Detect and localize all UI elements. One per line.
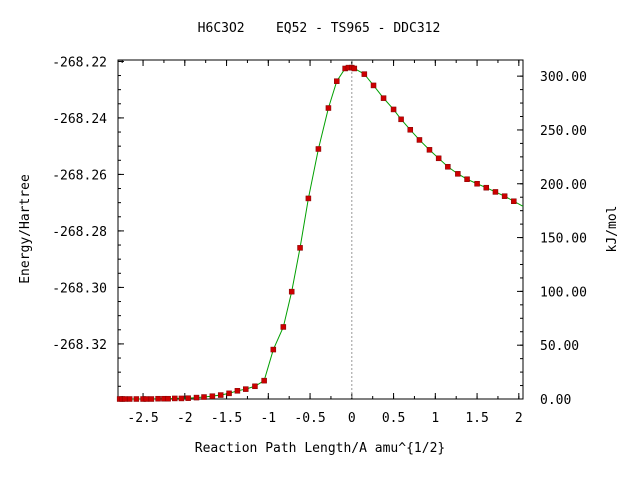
data-point bbox=[193, 394, 200, 401]
data-point bbox=[501, 193, 508, 199]
data-point bbox=[172, 395, 178, 402]
energy-curve-line bbox=[119, 67, 524, 400]
data-point bbox=[201, 394, 207, 400]
data-point bbox=[270, 346, 277, 353]
y2-tick-label: 250.00 bbox=[540, 124, 587, 139]
y2-tick-label: 0.00 bbox=[540, 393, 571, 408]
data-point bbox=[126, 396, 133, 402]
data-point bbox=[325, 105, 332, 111]
plot-area bbox=[117, 59, 524, 400]
data-point bbox=[133, 396, 140, 402]
y-tick-label: -268.30 bbox=[52, 281, 107, 296]
data-point bbox=[148, 396, 155, 402]
data-points bbox=[116, 64, 517, 402]
y-tick-label: -268.22 bbox=[52, 55, 107, 70]
x-tick-label: -1.5 bbox=[211, 411, 242, 426]
data-point bbox=[492, 189, 499, 195]
data-point bbox=[288, 288, 295, 295]
data-point bbox=[407, 127, 414, 133]
data-point bbox=[261, 377, 267, 384]
data-point bbox=[143, 396, 150, 402]
chart-title: H6C3O2 EQ52 - TS965 - DDC312 bbox=[198, 21, 441, 36]
x-tick-label: 0.5 bbox=[382, 411, 405, 426]
data-point bbox=[455, 171, 461, 177]
x-tick-label: -2.5 bbox=[127, 411, 158, 426]
data-point bbox=[226, 390, 232, 397]
data-point bbox=[416, 137, 423, 143]
x-tick-label: -0.5 bbox=[294, 411, 325, 426]
data-point bbox=[445, 164, 451, 170]
x-axis-label: Reaction Path Length/A amu^{1/2} bbox=[195, 441, 445, 456]
data-point bbox=[185, 395, 191, 401]
data-point bbox=[474, 180, 480, 187]
data-point bbox=[178, 395, 185, 402]
y2-tick-label: 150.00 bbox=[540, 232, 587, 247]
y2-tick-label: 50.00 bbox=[540, 339, 579, 354]
data-point bbox=[334, 78, 340, 84]
y2-tick-label: 100.00 bbox=[540, 285, 587, 300]
x-tick-label: 2 bbox=[515, 411, 523, 426]
data-point bbox=[297, 245, 303, 251]
y2-tick-label: 300.00 bbox=[540, 70, 587, 85]
x-tick-label: 1 bbox=[431, 411, 439, 426]
data-point bbox=[426, 147, 433, 153]
data-point bbox=[464, 176, 470, 182]
data-point bbox=[370, 82, 377, 89]
energy-curve bbox=[119, 67, 524, 400]
data-point bbox=[435, 155, 442, 162]
y-tick-label: -268.28 bbox=[52, 225, 107, 240]
data-point bbox=[165, 395, 171, 402]
y2-axis-label: kJ/mol bbox=[605, 206, 620, 253]
data-point bbox=[121, 396, 128, 402]
y-axis-label: Energy/Hartree bbox=[18, 174, 33, 284]
data-point bbox=[511, 198, 517, 204]
data-point bbox=[380, 95, 387, 101]
y-tick-label: -268.24 bbox=[52, 112, 107, 127]
data-point bbox=[209, 393, 216, 399]
data-point bbox=[361, 71, 368, 77]
y-tick-label: -268.26 bbox=[52, 168, 107, 183]
data-point bbox=[280, 324, 287, 330]
data-point bbox=[217, 392, 224, 398]
data-point bbox=[234, 388, 241, 394]
data-point bbox=[155, 395, 161, 402]
x-tick-label: -1 bbox=[260, 411, 276, 426]
data-point bbox=[252, 383, 258, 390]
x-tick-label: 0 bbox=[348, 411, 356, 426]
data-point bbox=[305, 195, 312, 202]
data-point bbox=[351, 65, 358, 72]
data-point bbox=[390, 106, 397, 113]
y2-tick-label: 200.00 bbox=[540, 178, 587, 193]
data-point bbox=[483, 184, 490, 191]
y-tick-label: -268.32 bbox=[52, 338, 107, 353]
data-point bbox=[398, 116, 404, 123]
axes: -2.5 -2 -1.5 -1 -0.5 0 0.5 1 1.5 2 -268.22 -268.24 -… bbox=[52, 55, 587, 426]
data-point bbox=[315, 146, 322, 152]
x-tick-label: 1.5 bbox=[465, 411, 488, 426]
x-tick-label: -2 bbox=[177, 411, 193, 426]
data-point bbox=[243, 386, 249, 392]
